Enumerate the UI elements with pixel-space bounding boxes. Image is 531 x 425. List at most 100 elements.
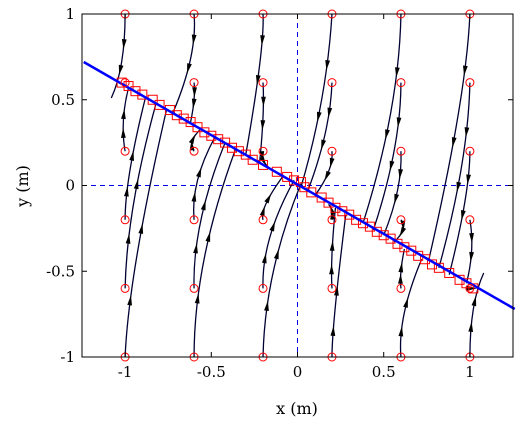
- trajectory-arrow: [194, 293, 200, 304]
- end-point-square: [226, 142, 237, 153]
- trajectory-arrow: [193, 243, 198, 254]
- trajectory-arrow: [325, 59, 331, 71]
- trajectory-path: [262, 183, 302, 358]
- trajectory-path: [331, 214, 347, 358]
- y-axis-label: y (m): [13, 165, 32, 208]
- trajectory-arrow: [259, 205, 265, 217]
- trajectory-arrow: [398, 326, 404, 337]
- trajectory-arrow: [124, 186, 129, 197]
- start-point-circle: [258, 78, 268, 88]
- start-point-circle: [120, 146, 130, 156]
- trajectory-arrow: [188, 134, 196, 145]
- x-tick-label: 1: [465, 363, 475, 381]
- trajectory-arrow: [191, 98, 197, 109]
- trajectory-path: [300, 13, 333, 188]
- trajectory-arrow: [461, 210, 466, 221]
- trajectory-arrow: [395, 67, 400, 78]
- trajectory-path: [427, 13, 471, 262]
- start-point-circle: [327, 215, 337, 225]
- trajectory-path: [469, 272, 485, 358]
- trajectory-arrow: [264, 300, 269, 312]
- trajectory-arrow: [261, 96, 266, 107]
- trajectory-arrow: [469, 233, 474, 244]
- x-tick-label: -1: [118, 363, 133, 381]
- trajectory-arrow: [120, 108, 126, 120]
- trajectory-arrow: [121, 39, 127, 50]
- trajectory-arrow: [466, 286, 477, 291]
- start-point-circle: [465, 283, 475, 293]
- y-tick-label: 1: [65, 5, 75, 23]
- end-point-square: [316, 192, 327, 203]
- end-point-square: [406, 245, 417, 256]
- x-tick-label: 0: [293, 363, 303, 381]
- trajectory-arrow: [255, 74, 261, 86]
- trajectory-group: [110, 13, 485, 358]
- trajectory-arrow: [125, 233, 131, 244]
- trajectory-arrow: [269, 221, 275, 232]
- trajectory-arrow: [260, 35, 265, 46]
- end-point-square: [337, 206, 348, 217]
- trajectory-arrow: [400, 220, 406, 231]
- trajectory-arrow: [468, 321, 474, 332]
- trajectory-path: [245, 13, 264, 155]
- start-point-circle: [189, 78, 199, 88]
- trajectory-path: [192, 137, 216, 220]
- y-tick-label: -1: [60, 348, 75, 366]
- trajectory-arrow: [192, 87, 197, 98]
- trajectory-arrow: [389, 160, 395, 172]
- y-tick-label: -0.5: [46, 262, 75, 280]
- start-point-circle: [258, 146, 268, 156]
- trajectory-path: [124, 103, 157, 289]
- end-point-square: [213, 134, 224, 145]
- trajectory-path: [307, 82, 333, 191]
- end-point-square: [258, 159, 269, 170]
- trajectory-path: [172, 13, 196, 113]
- trajectory-arrow: [451, 137, 457, 148]
- trajectory-arrow: [469, 251, 475, 263]
- trajectory-path: [262, 180, 295, 289]
- trajectory-path: [124, 96, 147, 220]
- trajectory-arrow: [398, 262, 404, 273]
- start-point-circle: [120, 215, 130, 225]
- trajectory-arrow: [121, 127, 126, 138]
- end-point-square: [171, 110, 182, 121]
- trajectory-arrow: [200, 200, 206, 211]
- start-point-circle: [396, 146, 406, 156]
- trajectory-path: [438, 82, 471, 268]
- trajectory-arrow: [471, 295, 477, 307]
- trajectory-arrow: [456, 181, 462, 193]
- end-point-square: [323, 197, 334, 208]
- trajectory-arrow: [329, 157, 335, 169]
- start-point-circle: [189, 215, 199, 225]
- trajectory-arrow: [329, 264, 334, 275]
- end-point-square: [344, 209, 355, 220]
- trajectory-arrow: [329, 240, 335, 251]
- trajectory-arrow: [321, 139, 327, 150]
- trajectory-path: [193, 149, 237, 358]
- end-point-square: [137, 89, 148, 100]
- end-point-square: [220, 137, 231, 148]
- trajectory-arrow: [394, 193, 400, 205]
- trajectory-arrow: [261, 253, 267, 264]
- trajectory-path: [399, 258, 423, 358]
- start-point-circle: [189, 283, 199, 293]
- trajectory-arrow: [385, 129, 390, 140]
- x-axis-ticks: -1 -0.5 0 0.5 1: [118, 14, 475, 381]
- end-point-square: [247, 154, 258, 165]
- trajectory-arrow: [324, 170, 331, 181]
- trajectory-path: [465, 219, 473, 284]
- y-tick-label: 0: [65, 177, 75, 195]
- trajectory-arrow: [466, 174, 471, 185]
- start-point-circle: [258, 215, 268, 225]
- trajectory-path: [122, 87, 130, 152]
- trajectory-arrow: [316, 111, 322, 123]
- trajectory-arrow: [398, 169, 404, 180]
- x-tick-label: -0.5: [197, 363, 226, 381]
- y-axis-ticks: -1 -0.5 0 0.5 1: [46, 5, 513, 366]
- end-point-square: [130, 86, 141, 97]
- target-line: [83, 60, 516, 311]
- start-point-circle: [120, 283, 130, 293]
- trajectory-path: [261, 174, 285, 220]
- trajectory-path: [124, 109, 168, 358]
